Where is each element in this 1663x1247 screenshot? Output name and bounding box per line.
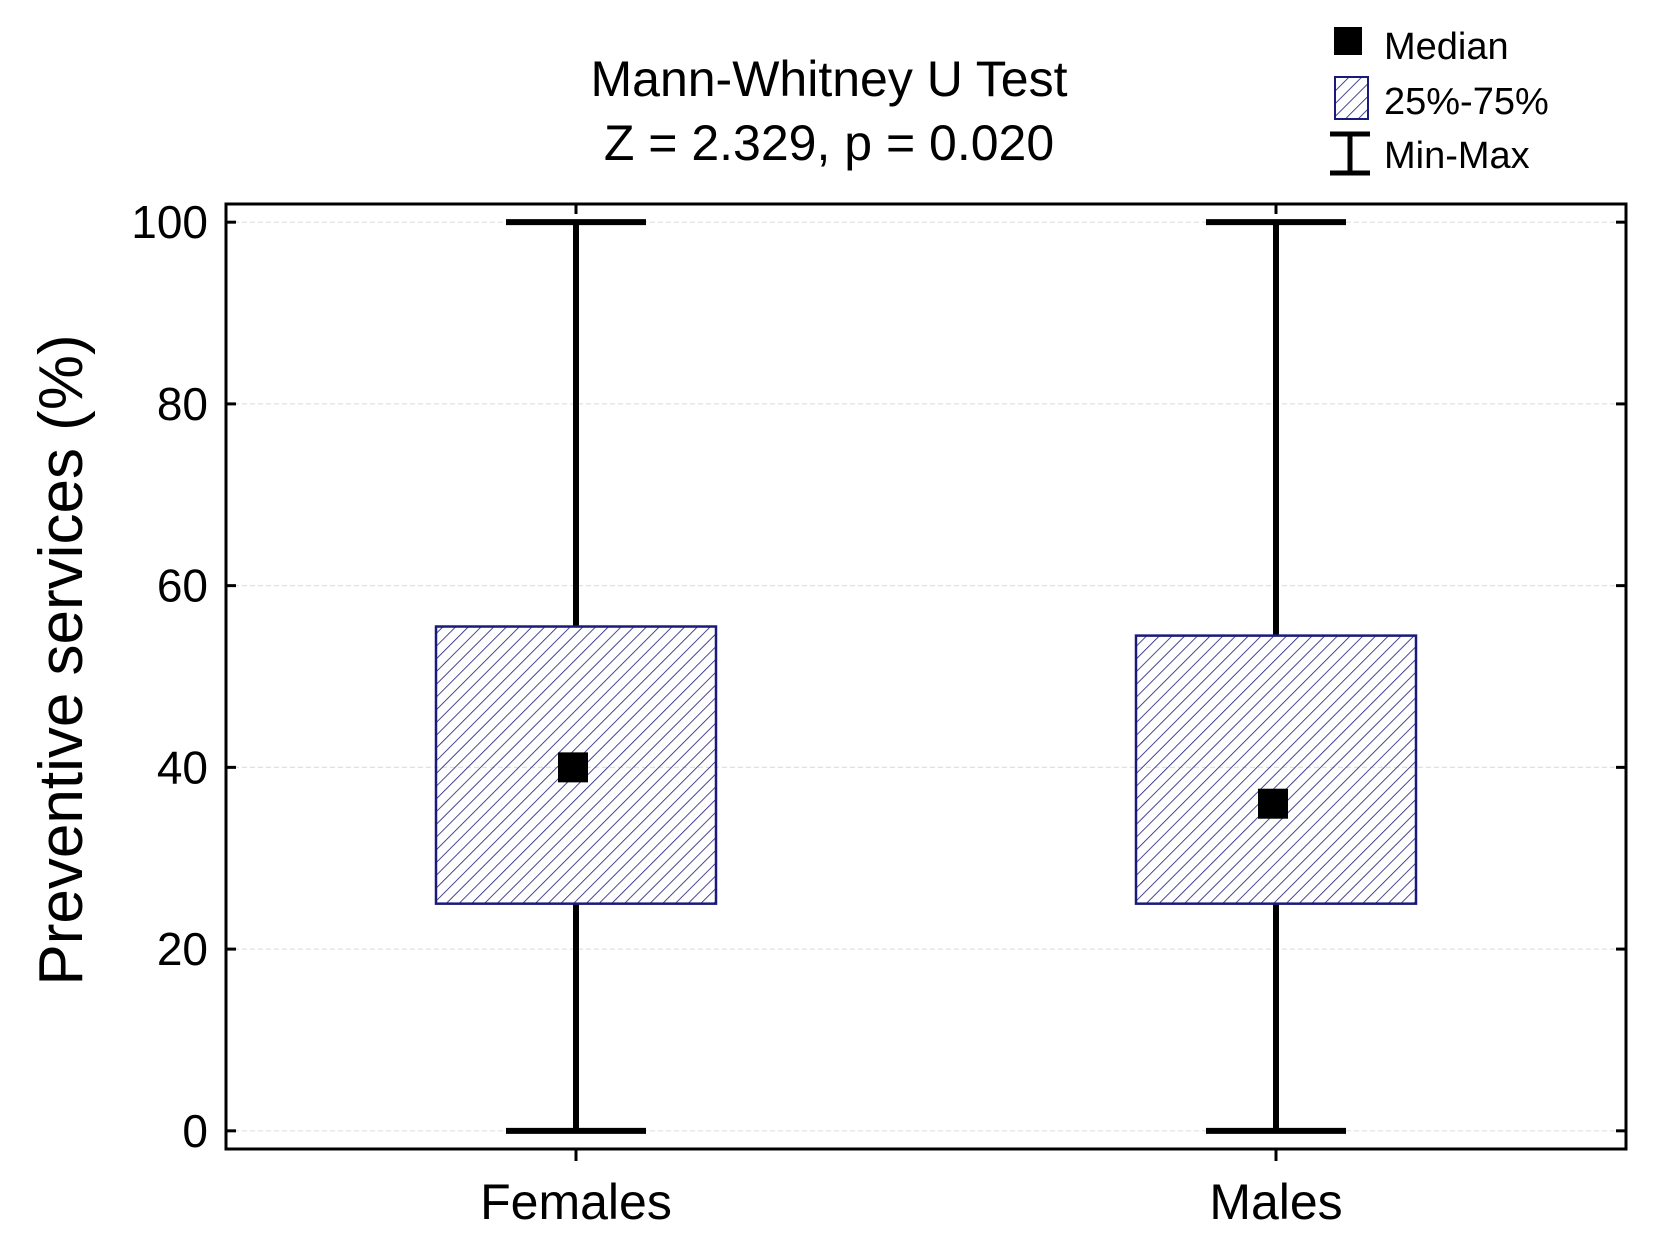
x-tick-label: Males xyxy=(1209,1174,1342,1230)
box-males xyxy=(1134,219,1418,1134)
y-tick-label: 40 xyxy=(157,741,208,793)
box-females xyxy=(434,219,718,1134)
plot-frame xyxy=(224,202,1628,1151)
legend-box-swatch xyxy=(1334,76,1369,120)
median-marker xyxy=(558,752,588,783)
y-tick-label: 0 xyxy=(182,1105,208,1157)
legend-label-median: Median xyxy=(1384,26,1509,68)
x-axis: Females Males xyxy=(480,204,1343,1230)
box-series xyxy=(434,219,1418,1134)
iqr-box xyxy=(1134,634,1418,905)
legend-whisker-swatch xyxy=(1330,131,1370,176)
y-axis: 0 20 40 60 80 100 xyxy=(131,196,1626,1157)
legend-median-swatch xyxy=(1334,27,1362,55)
legend: Median 25%-75% Min-Max xyxy=(1330,26,1549,177)
y-tick-label: 100 xyxy=(131,196,208,248)
y-axis-label: Preventive services (%) xyxy=(27,334,96,985)
y-tick-label: 60 xyxy=(157,560,208,612)
x-tick-label: Females xyxy=(480,1174,672,1230)
median-marker xyxy=(1258,788,1288,819)
y-tick-label: 20 xyxy=(157,923,208,975)
chart-subtitle: Z = 2.329, p = 0.020 xyxy=(604,115,1054,171)
y-tick-label: 80 xyxy=(157,378,208,430)
legend-label-whisker: Min-Max xyxy=(1384,135,1530,177)
legend-label-box: 25%-75% xyxy=(1384,81,1549,123)
chart-title: Mann-Whitney U Test xyxy=(590,51,1067,107)
